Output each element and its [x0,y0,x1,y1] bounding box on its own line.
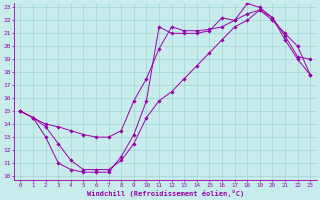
X-axis label: Windchill (Refroidissement éolien,°C): Windchill (Refroidissement éolien,°C) [87,190,244,197]
